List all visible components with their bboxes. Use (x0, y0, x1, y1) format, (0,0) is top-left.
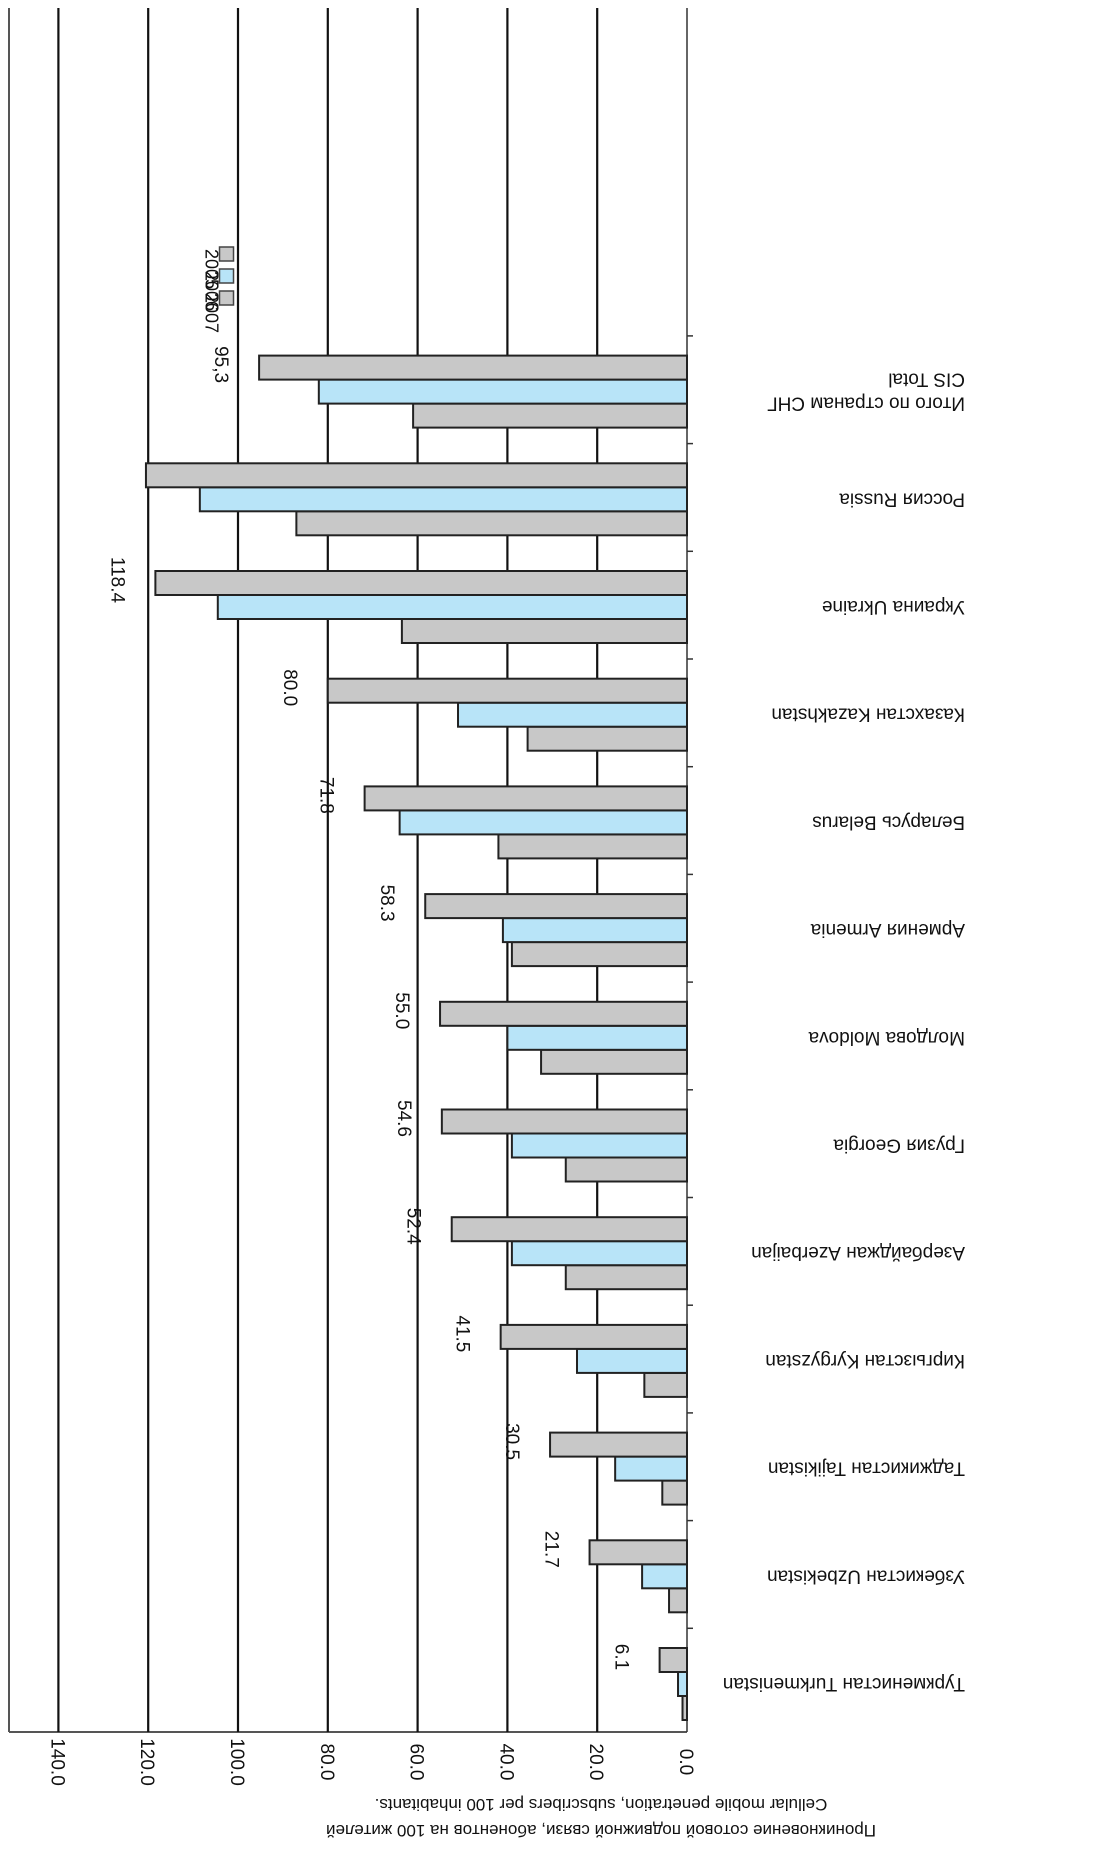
bars (144, 354, 688, 1721)
bar-2005 (526, 725, 688, 752)
legend-label-2005: 2005 (202, 249, 222, 289)
data-label: 80.0 (279, 669, 300, 706)
category-label: Беларусь Belarus (812, 811, 965, 832)
bar-2007 (440, 1108, 688, 1135)
data-label: 95,3 (210, 346, 231, 383)
bar-2006 (198, 486, 688, 513)
bar-2006 (677, 1671, 688, 1697)
tick-label: 20.0 (585, 1744, 606, 1781)
category-label: Таджикистан Tajikistan (768, 1458, 965, 1479)
bar-2006 (510, 1132, 688, 1159)
data-label: 54.6 (393, 1100, 414, 1137)
data-labels: 6.1 21.7 30.5 41.5 52.4 54.6 55.0 58.3 71.8 80.0 1… (106, 346, 631, 1670)
bar-2006 (216, 594, 688, 620)
category-label: Киргызстан Kyrgyzstan (765, 1350, 965, 1371)
bar-2005 (497, 833, 688, 860)
bar-2006 (457, 701, 688, 728)
bar-2007 (144, 462, 688, 489)
category-label: Армения Armenia (810, 919, 965, 940)
bar-2005 (681, 1695, 688, 1721)
category-label: Итого по странам СНГ (767, 393, 965, 414)
category-label: Украина Ukraine (822, 596, 965, 617)
bar-2006 (501, 917, 688, 944)
tick-label: 100.0 (226, 1738, 247, 1786)
bar-2007 (326, 677, 688, 704)
bar-2005 (643, 1371, 688, 1398)
category-label: Азербайджан Azerbaijan (751, 1242, 965, 1263)
bar-2005 (540, 1048, 688, 1075)
bar-2007 (549, 1431, 688, 1458)
tick-label: 0.0 (675, 1749, 696, 1775)
gridlines (8, 8, 688, 1733)
tick-label: 60.0 (406, 1744, 427, 1781)
legend-swatch-2005 (218, 246, 235, 262)
legend-swatch-2006 (218, 268, 235, 284)
bar-2005 (564, 1156, 688, 1183)
data-label: 52.4 (403, 1208, 424, 1245)
bar-2005 (564, 1264, 688, 1291)
bar-2007 (154, 570, 688, 596)
category-label: Грузия Georgia (833, 1135, 965, 1156)
bar-2007 (588, 1539, 688, 1566)
tick-label: 40.0 (495, 1744, 516, 1781)
tick-label: 80.0 (316, 1744, 337, 1781)
legend-label-2007: 2007 (202, 293, 222, 333)
data-label: 55.0 (391, 992, 412, 1029)
bar-2005 (412, 402, 688, 429)
category-label: CIS Total (888, 369, 965, 390)
bar-2006 (506, 1024, 688, 1051)
axis-title-en: Cellular mobile penetration, subscribers… (375, 1795, 828, 1814)
category-label: Туркменистан Turkmenistan (723, 1673, 965, 1694)
data-label: 41.5 (452, 1315, 473, 1352)
legend-swatch-2007 (218, 290, 235, 306)
bar-2006 (575, 1347, 688, 1374)
bar-2007 (258, 354, 688, 381)
bar-2006 (641, 1563, 688, 1590)
bar-2007 (439, 1000, 688, 1027)
bar-2005 (661, 1479, 688, 1506)
legend-label-2006: 2006 (202, 271, 222, 311)
bar-2005 (400, 618, 688, 644)
bar-2006 (398, 809, 688, 836)
bar-2005 (510, 941, 688, 968)
bar-2007 (424, 893, 688, 920)
bar-2005 (295, 510, 688, 537)
bar-2007 (499, 1323, 688, 1350)
tick-label: 120.0 (136, 1738, 157, 1786)
data-label: 30.5 (501, 1423, 522, 1460)
bar-2007 (450, 1216, 688, 1243)
data-label: 6.1 (611, 1644, 632, 1670)
bar-2006 (317, 378, 688, 405)
data-label: 21.7 (541, 1531, 562, 1568)
data-label: 71.8 (316, 777, 337, 814)
axis-title-ru: Проникновение сотовой подвижной связи, а… (326, 1821, 876, 1840)
bar-2006 (510, 1240, 688, 1267)
bar-2005 (668, 1587, 688, 1614)
value-axis: 0.0 20.0 40.0 60.0 80.0 100.0 120.0 140.0 (46, 335, 696, 1786)
bar-2007 (658, 1647, 688, 1673)
bar-2007 (363, 785, 688, 812)
category-labels: Туркменистан Turkmenistan Узбекистан Uzbe… (723, 369, 965, 1694)
tick-label: 140.0 (46, 1738, 67, 1786)
data-label: 58.3 (376, 885, 397, 922)
category-label: Узбекистан Uzbekistan (767, 1565, 965, 1586)
bar-2006 (614, 1455, 688, 1482)
category-label: Казахстан Kazakhstan (771, 704, 965, 725)
category-label: Молдова Moldova (808, 1027, 965, 1048)
category-label: Россия Russia (839, 488, 965, 509)
data-label: 118.4 (106, 557, 127, 604)
